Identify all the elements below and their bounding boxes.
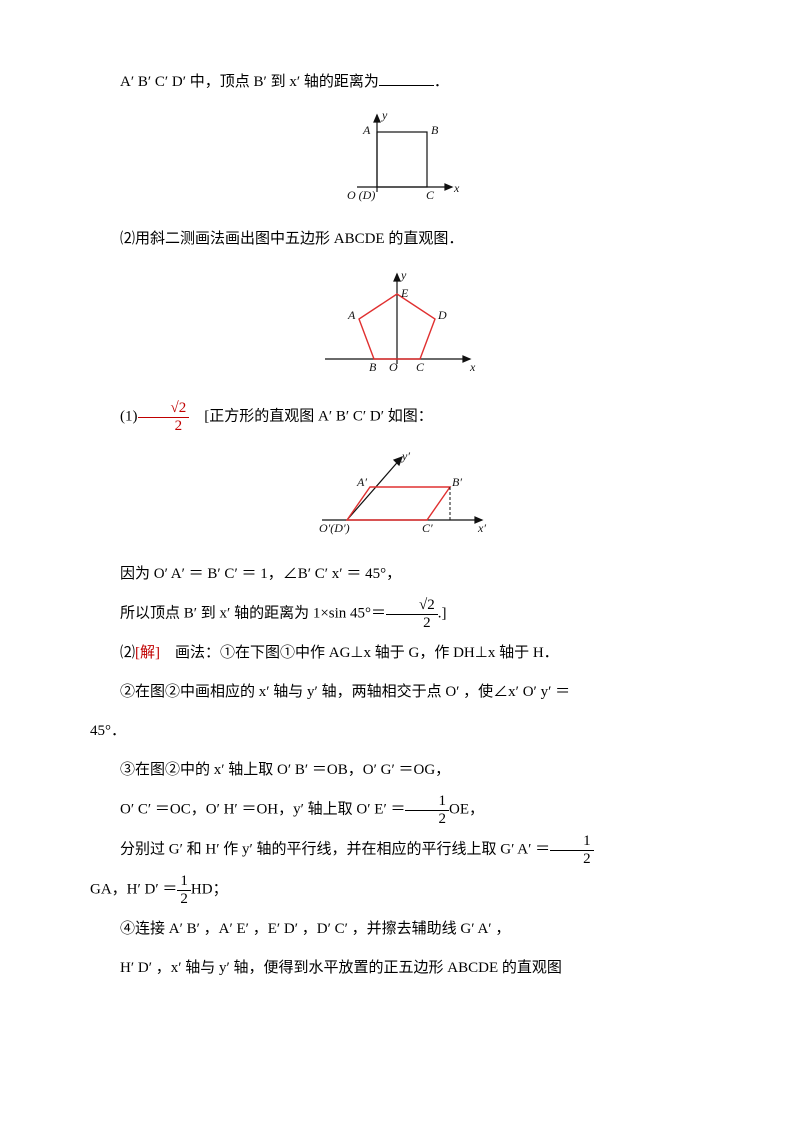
line10-fraction: 12 — [177, 873, 191, 907]
line8: O′ C′ ＝OC，O′ H′ ＝OH，y′ 轴上取 O′ E′ ＝12OE， — [90, 793, 704, 827]
line9: 分别过 G′ 和 H′ 作 y′ 轴的平行线，并在相应的平行线上取 G′ A′ … — [90, 833, 704, 867]
line1-post: ． — [434, 74, 449, 90]
fig2-x: x — [469, 360, 476, 374]
fig3-C: C′ — [422, 521, 433, 535]
fig2-A: A — [347, 308, 356, 322]
line10: GA，H′ D′ ＝12HD； — [90, 873, 704, 907]
line7: ③在图②中的 x′ 轴上取 O′ B′ ＝OB，O′ G′ ＝OG， — [90, 754, 704, 787]
fig2-y: y — [400, 268, 407, 282]
fig3-y: y′ — [401, 449, 410, 463]
ans1-mid: [正方形的直观图 A′ B′ C′ D′ 如图： — [189, 408, 433, 424]
fig3-x: x′ — [477, 521, 486, 535]
line1: A′ B′ C′ D′ 中，顶点 B′ 到 x′ 轴的距离为 ． — [90, 66, 704, 99]
figure-1: A B C O (D) x y — [90, 107, 704, 215]
line3: 因为 O′ A′ ＝ B′ C′ ＝ 1，∠B′ C′ x′ ＝ 45°， — [90, 558, 704, 591]
fig2-E: E — [400, 286, 409, 300]
blank — [379, 70, 434, 86]
fig1-B: B — [431, 123, 439, 137]
line11: ④连接 A′ B′ ，A′ E′ ，E′ D′ ，D′ C′ ，并擦去辅助线 G… — [90, 913, 704, 946]
fig2-D: D — [437, 308, 447, 322]
figure-2: A B C D E O x y — [90, 264, 704, 392]
fig3-D: O′(D′) — [319, 521, 350, 535]
answer-1: (1)√22 [正方形的直观图 A′ B′ C′ D′ 如图： — [90, 400, 704, 434]
line4: 所以顶点 B′ 到 x′ 轴的距离为 1×sin 45°＝√22.] — [90, 597, 704, 631]
line12: H′ D′ ，x′ 轴与 y′ 轴，便得到水平放置的正五边形 ABCDE 的直观… — [90, 952, 704, 985]
fig3-A: A′ — [356, 475, 367, 489]
line2: ⑵用斜二测画法画出图中五边形 ABCDE 的直观图． — [90, 223, 704, 256]
fig1-y: y — [381, 108, 388, 122]
line5-post: 画法：①在下图①中作 AG⊥x 轴于 G，作 DH⊥x 轴于 H． — [160, 645, 559, 661]
line8-post: OE， — [449, 801, 484, 817]
line1-pre: A′ B′ C′ D′ 中，顶点 B′ 到 x′ 轴的距离为 — [120, 74, 379, 90]
line10-pre: GA，H′ D′ ＝ — [90, 881, 177, 897]
line10-post: HD； — [191, 881, 228, 897]
fig1-D: O (D) — [347, 188, 375, 202]
line4-fraction: √22 — [386, 597, 438, 631]
line5: ⑵[解] 画法：①在下图①中作 AG⊥x 轴于 G，作 DH⊥x 轴于 H． — [90, 637, 704, 670]
fig2-O: O — [389, 360, 398, 374]
line8-pre: O′ C′ ＝OC，O′ H′ ＝OH，y′ 轴上取 O′ E′ ＝ — [120, 801, 405, 817]
line9-pre: 分别过 G′ 和 H′ 作 y′ 轴的平行线，并在相应的平行线上取 G′ A′ … — [120, 841, 550, 857]
fig1-x: x — [453, 181, 460, 195]
line8-fraction: 12 — [405, 793, 449, 827]
line4-post: .] — [438, 605, 447, 621]
line6: ②在图②中画相应的 x′ 轴与 y′ 轴，两轴相交于点 O′ ，使∠x′ O′ … — [90, 676, 704, 709]
figure-3: A′ B′ C′ O′(D′) x′ y′ — [90, 442, 704, 550]
fig2-B: B — [369, 360, 377, 374]
line9-fraction: 12 — [550, 833, 594, 867]
fig1-A: A — [362, 123, 371, 137]
ans1-pre: (1) — [120, 408, 138, 424]
fig2-C: C — [416, 360, 425, 374]
line5-tag: [解] — [135, 645, 160, 661]
fig3-B: B′ — [452, 475, 462, 489]
fig1-C: C — [426, 188, 435, 202]
line4-pre: 所以顶点 B′ 到 x′ 轴的距离为 1×sin 45°＝ — [120, 605, 386, 621]
ans1-fraction: √22 — [138, 400, 190, 434]
line6b: 45°． — [90, 715, 704, 748]
line5-pre: ⑵ — [120, 645, 135, 661]
